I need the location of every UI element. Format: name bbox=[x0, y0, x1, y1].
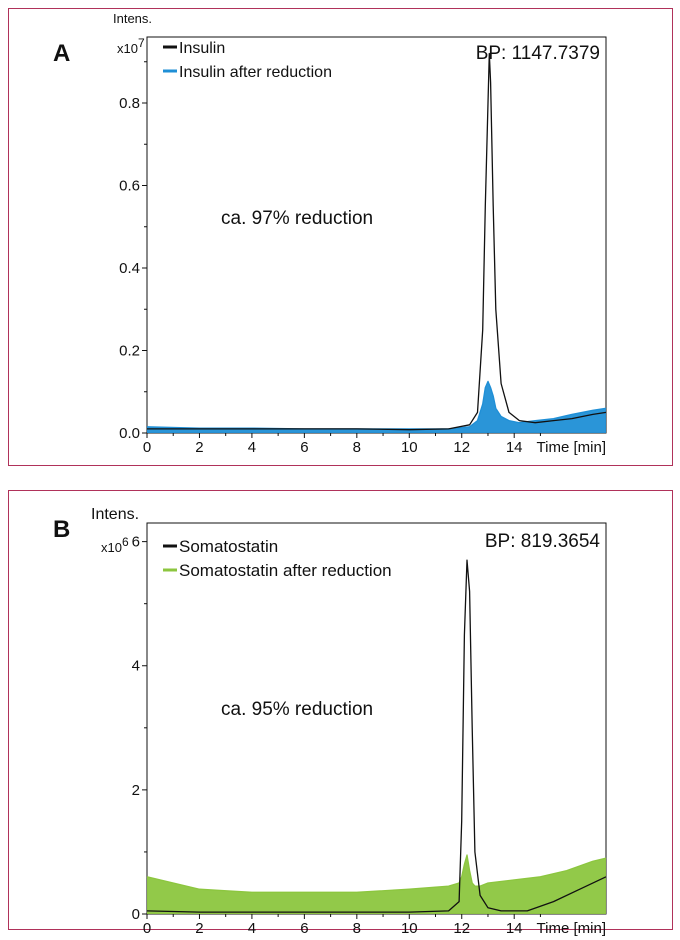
x-tick-label: 2 bbox=[195, 439, 203, 456]
base-peak-label: BP: 819.3654 bbox=[485, 531, 601, 552]
base-peak-label: BP: 1147.7379 bbox=[476, 43, 600, 64]
x-tick-label: 8 bbox=[353, 920, 361, 937]
x-tick-label: 8 bbox=[353, 439, 361, 456]
legend-label-0: Somatostatin bbox=[179, 537, 278, 556]
x-tick-label: 10 bbox=[401, 439, 418, 456]
chart-b-svg: B Intens. x106 0 2 4 6 0 2 4 6 8 10 12 14 Time [min] Som… bbox=[53, 506, 607, 937]
y-tick-label: 4 bbox=[132, 658, 140, 675]
y-tick-label: 6 bbox=[132, 534, 140, 551]
series-area-1 bbox=[147, 381, 606, 433]
plot-frame bbox=[146, 36, 607, 434]
y-scale-label: x107 bbox=[117, 36, 145, 56]
y-tick-label: 0.6 bbox=[119, 178, 140, 195]
x-tick-label: 6 bbox=[300, 920, 308, 937]
chart-panel-b: B Intens. x106 0 2 4 6 0 2 4 6 8 10 12 14 Time [min] Som… bbox=[8, 490, 673, 937]
x-tick-label: 6 bbox=[300, 439, 308, 456]
x-tick-label: 14 bbox=[506, 920, 523, 937]
x-tick-label: 0 bbox=[143, 439, 151, 456]
series-line-0 bbox=[147, 52, 607, 431]
chart-a-svg: A Intens. x107 0.0 0.2 0.4 0.6 0.8 0 2 4 6 8 10 12 14 Ti… bbox=[53, 11, 607, 456]
x-axis-title: Time [min] bbox=[537, 439, 606, 456]
x-tick-label: 0 bbox=[143, 920, 151, 937]
y-tick-label: 0.0 bbox=[119, 425, 140, 442]
x-tick-label: 14 bbox=[506, 439, 523, 456]
y-scale-exponent: 6 bbox=[122, 535, 129, 549]
y-axis-title: Intens. bbox=[91, 506, 139, 523]
y-axis-title: Intens. bbox=[113, 11, 152, 26]
legend-label-0: Insulin bbox=[179, 40, 225, 57]
x-axis-title: Time [min] bbox=[537, 920, 606, 937]
y-tick-label: 0 bbox=[132, 906, 140, 923]
reduction-annotation: ca. 95% reduction bbox=[221, 699, 373, 720]
legend-label-1: Insulin after reduction bbox=[179, 64, 332, 81]
plot-frame bbox=[146, 522, 607, 915]
y-tick-label: 0.2 bbox=[119, 343, 140, 360]
series-line-0 bbox=[146, 559, 607, 913]
legend-label-1: Somatostatin after reduction bbox=[179, 561, 392, 580]
chart-panel-a: A Intens. x107 0.0 0.2 0.4 0.6 0.8 0 2 4 6 8 10 12 14 Ti… bbox=[8, 8, 673, 466]
series-area-1 bbox=[147, 855, 606, 914]
y-scale-exponent: 7 bbox=[138, 36, 145, 50]
x-tick-label: 12 bbox=[453, 920, 470, 937]
y-scale-label: x106 bbox=[101, 535, 129, 555]
x-tick-label: 2 bbox=[195, 920, 203, 937]
y-tick-label: 2 bbox=[132, 782, 140, 799]
y-tick-label: 0.8 bbox=[119, 95, 140, 112]
reduction-annotation: ca. 97% reduction bbox=[221, 208, 373, 229]
x-tick-label: 4 bbox=[248, 439, 256, 456]
panel-letter: B bbox=[53, 516, 70, 543]
x-tick-label: 12 bbox=[453, 439, 470, 456]
x-tick-label: 4 bbox=[248, 920, 256, 937]
x-tick-label: 10 bbox=[401, 920, 418, 937]
series-line-1 bbox=[146, 854, 607, 893]
panel-letter: A bbox=[53, 40, 70, 67]
y-tick-label: 0.4 bbox=[119, 260, 140, 277]
